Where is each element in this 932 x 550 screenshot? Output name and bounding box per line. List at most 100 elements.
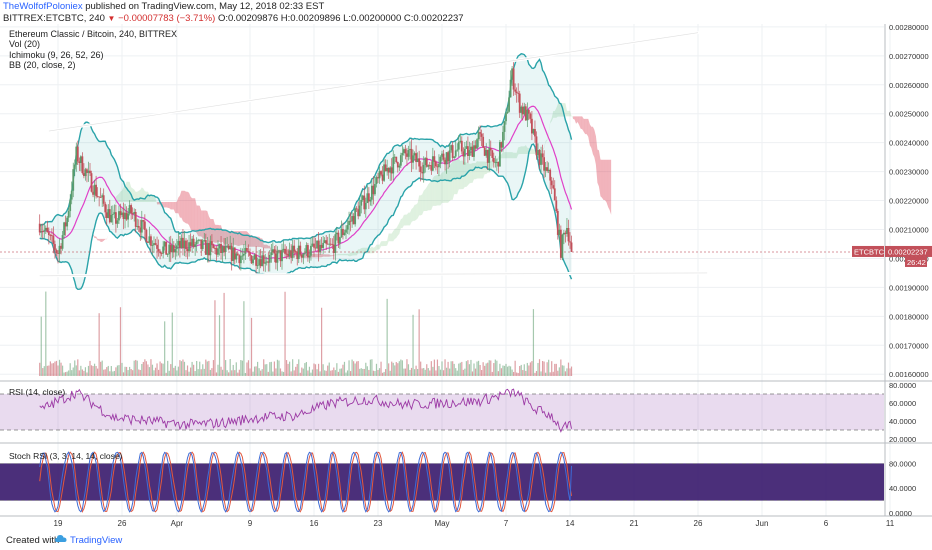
volume-bar [412,314,414,376]
candle-body [401,152,404,156]
volume-bar [147,364,149,376]
ichimoku-cloud-segment [169,202,171,210]
ichimoku-cloud-segment [204,210,206,239]
ichimoku-cloud-segment [501,152,503,159]
volume-bar [538,359,541,376]
rsi-label[interactable]: RSI (14, close) [9,387,66,397]
candle-body [142,220,145,222]
candle-body [339,237,341,244]
stoch-rsi-label[interactable]: Stoch RSI (3, 3, 14, 14, close) [9,451,123,461]
volume-bar [430,361,432,376]
ichimoku-cloud-segment [344,253,346,256]
legend-item-vol[interactable]: Vol (20) [9,39,41,50]
volume-bar [55,360,58,376]
candle-body [488,148,491,163]
candle-body [563,232,565,235]
candle-body [556,210,559,235]
time-axis-label: 26 [118,519,127,528]
ichimoku-cloud-segment [315,253,318,258]
volume-bar [503,365,506,376]
candle-body [58,245,61,254]
volume-bar [413,369,416,376]
chart-area[interactable]: 0.00280000 0.00270000 0.00260000 0.00250000… [0,24,932,530]
candle-body [407,150,410,157]
ichimoku-cloud-segment [336,253,339,256]
volume-bar [546,362,548,376]
ichimoku-cloud-segment [150,194,153,203]
volume-bar [95,366,97,376]
candle-body [212,244,215,249]
volume-bar [202,364,204,376]
volume-bar [485,363,487,376]
candle-body [529,113,532,119]
candle-body [128,205,131,214]
candle-body [421,171,424,174]
author-link[interactable]: TheWolfofPoloniex [3,1,83,12]
candle-body [43,230,46,232]
candle-body [354,208,357,225]
candle-body [163,241,166,247]
price-axis-label: 0.00220000 [889,197,929,206]
ichimoku-cloud-segment [577,116,580,126]
volume-bar [372,370,375,376]
volume-bar [505,363,507,376]
ichimoku-cloud-segment [329,254,331,257]
candle-body [81,156,84,174]
candle-body [79,156,82,163]
volume-bar [438,366,440,376]
volume-bar [406,359,408,376]
volume-bar [228,372,230,376]
volume-bar [164,321,166,376]
volume-bar [87,365,90,376]
time-axis-label: 21 [630,519,639,528]
ichimoku-cloud-segment [609,159,612,215]
ichimoku-cloud-segment [586,118,589,137]
ichimoku-cloud-segment [396,225,398,238]
volume-bar [275,368,277,376]
candle-body [147,241,149,243]
ichimoku-cloud-segment [598,150,601,197]
ichimoku-cloud-segment [403,214,406,226]
ichimoku-cloud-segment [186,191,188,224]
candle-body [418,158,421,167]
ichimoku-cloud-segment [286,249,289,254]
volume-bar [215,372,218,376]
volume-bar [182,359,184,376]
volume-bar [107,365,109,376]
candle-body [300,254,303,258]
ichimoku-cloud-segment [519,146,522,155]
ichimoku-cloud-segment [432,176,435,206]
legend-item-bb[interactable]: BB (20, close, 2) [9,60,76,71]
ichimoku-cloud-segment [349,252,351,257]
candle-body [136,225,139,227]
volume-bar [381,372,384,376]
candle-body [67,211,70,218]
price-chart-svg[interactable]: 0.00280000 0.00270000 0.00260000 0.00250000… [0,24,932,530]
volume-bar [229,359,231,376]
tradingview-brand[interactable]: TradingView [70,535,123,546]
legend-item-ichimoku[interactable]: Ichimoku (9, 26, 52, 26) [9,49,104,60]
ichimoku-cloud-segment [263,244,266,249]
candle-body [445,152,448,165]
ichimoku-cloud-segment [400,218,403,229]
candle-body [262,255,265,264]
volume-bar [421,368,423,376]
candle-body [282,248,285,251]
volume-bar [231,370,233,376]
candle-body [465,146,468,149]
candle-body [517,92,520,94]
ichimoku-cloud-segment [234,231,237,246]
candle-body [380,171,382,175]
volume-bar [226,370,228,376]
candle-body [211,241,213,245]
candle-body [349,220,352,222]
trendline-edge [48,32,699,132]
volume-bar [304,363,306,376]
ichimoku-cloud-segment [559,102,561,117]
candle-body [314,247,317,249]
volume-bar [502,365,504,376]
candle-body [166,254,169,255]
candle-body [329,243,332,245]
volume-bar [311,369,314,376]
candle-body [489,148,492,151]
